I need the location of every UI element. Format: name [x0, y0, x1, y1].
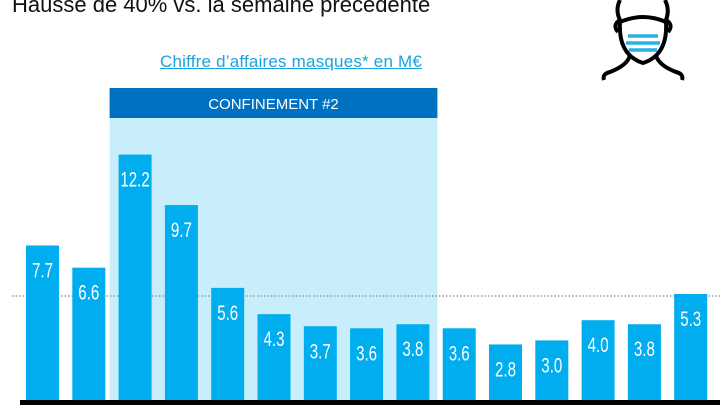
chart-title: Chiffre d’affaires masques* en M€ — [160, 52, 423, 71]
data-label: 12.2 — [120, 167, 149, 191]
bar — [396, 324, 430, 401]
bar — [164, 205, 198, 401]
bar — [581, 320, 615, 401]
bar — [211, 287, 245, 401]
data-label: 3.0 — [541, 353, 562, 377]
data-label: 2.8 — [495, 357, 516, 381]
bar — [118, 154, 152, 401]
data-label: 3.8 — [402, 337, 423, 361]
face-mask-icon — [601, 0, 685, 81]
bar — [303, 326, 337, 401]
data-label: 3.6 — [356, 341, 377, 365]
bar — [627, 324, 661, 401]
headline: Hausse de 40% vs. la semaine précédente — [12, 0, 431, 17]
highlight-label: CONFINEMENT #2 — [208, 96, 339, 113]
bar — [257, 314, 291, 401]
data-label: 9.7 — [171, 218, 192, 242]
highlight-header — [109, 88, 438, 118]
data-label: 3.6 — [449, 341, 470, 365]
bar — [674, 293, 708, 401]
bar — [442, 328, 476, 401]
data-label: 6.6 — [78, 280, 99, 304]
data-label: 4.3 — [263, 327, 284, 351]
x-axis — [20, 400, 720, 405]
data-label: 7.7 — [32, 258, 53, 282]
data-label: 5.6 — [217, 300, 238, 324]
bar — [535, 340, 569, 401]
bar — [26, 245, 59, 401]
data-label: 5.3 — [680, 306, 701, 330]
bar — [72, 267, 106, 401]
bar — [350, 328, 384, 401]
data-label: 4.0 — [588, 333, 609, 357]
data-label: 3.8 — [634, 337, 655, 361]
data-label: 3.7 — [310, 339, 331, 363]
bar — [489, 344, 522, 401]
